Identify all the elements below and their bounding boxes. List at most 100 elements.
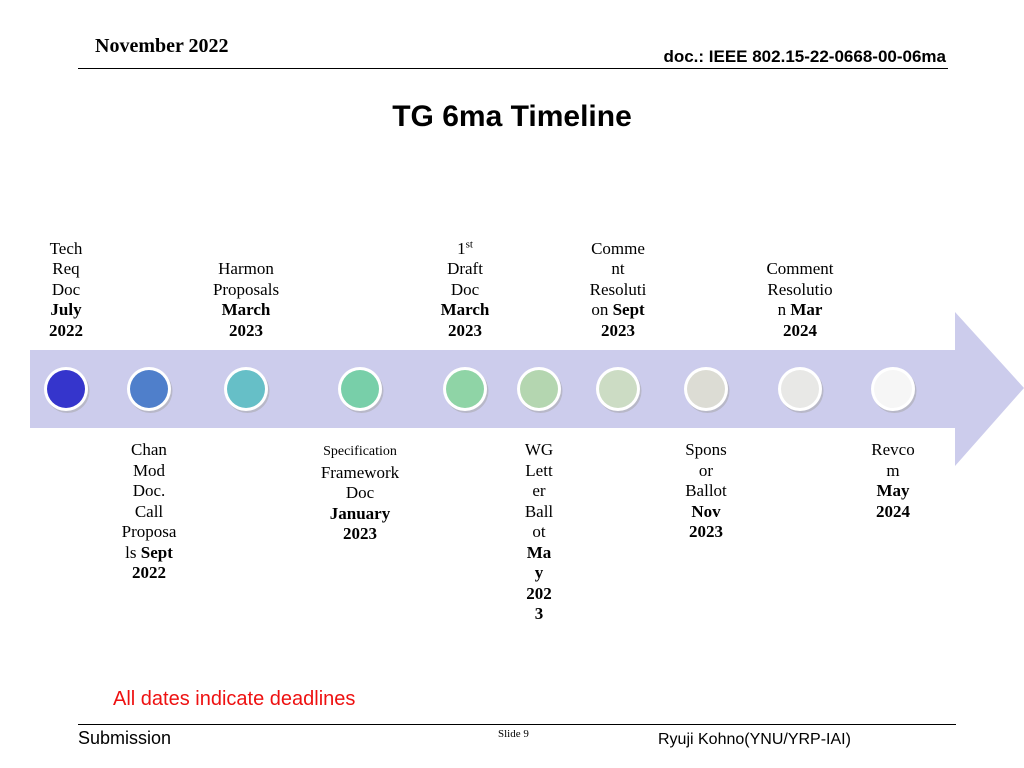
milestone-line: Draft <box>447 259 483 278</box>
milestone-line: Doc <box>345 483 375 502</box>
milestone-date-line: January <box>305 504 415 525</box>
milestone-date: 2024 <box>783 320 817 340</box>
milestone-label: Chan Mod Doc. Call Proposa ls Sept 2022 <box>111 440 187 584</box>
footer-slide-number: Slide 9 <box>498 728 529 740</box>
milestone-date-line: July <box>31 300 101 321</box>
milestone-date: 2023 <box>343 524 377 543</box>
milestone-date: Mar <box>790 300 823 319</box>
milestone-dot <box>599 370 637 408</box>
header-doc-id: doc.: IEEE 802.15-22-0668-00-06ma <box>663 47 946 66</box>
milestone-date: January <box>329 503 391 523</box>
milestone-label: Revco m May 2024 <box>863 440 923 522</box>
milestone-date: May <box>876 481 910 500</box>
milestone-line: Mod <box>132 460 166 480</box>
milestone-dot <box>781 370 819 408</box>
milestone-date: 2024 <box>876 501 910 521</box>
deadline-note: All dates indicate deadlines <box>113 688 356 710</box>
milestone-date: Sept <box>140 542 173 562</box>
milestone-date: 2023 <box>601 320 635 340</box>
milestone-line: Harmon <box>218 259 274 278</box>
milestone-label: 1st Draft Doc March 2023 <box>430 237 500 342</box>
milestone-line: Spons <box>685 440 727 459</box>
ordinal-suffix: st <box>465 237 473 250</box>
milestone-date: Nov <box>691 501 721 521</box>
header-divider <box>78 68 948 69</box>
milestone-line: Framework <box>320 462 400 482</box>
milestone-dot <box>341 370 379 408</box>
milestone-line: Resolutio <box>767 279 833 299</box>
milestone-line: Ballot <box>685 481 727 500</box>
milestone-dot <box>47 370 85 408</box>
milestone-date-line: 2023 <box>196 321 296 342</box>
milestone-date: 2022 <box>49 320 83 340</box>
header-date: November 2022 <box>95 35 229 57</box>
milestone-label: Harmon Proposals March 2023 <box>196 259 296 341</box>
milestone-line: nt <box>611 259 625 278</box>
milestone-line: ot <box>532 522 546 541</box>
milestone-line: Lett <box>525 460 553 480</box>
milestone-date-line: Ma <box>516 543 562 564</box>
milestone-date: 2023 <box>448 320 482 340</box>
milestone-date: March <box>221 300 271 319</box>
footer-author: Ryuji Kohno(YNU/YRP-IAI) <box>658 731 851 748</box>
milestone-date-line: May <box>863 481 923 502</box>
milestone-label: Specification Framework Doc January 2023 <box>305 442 415 545</box>
ordinal-number: 1 <box>457 238 466 258</box>
milestone-line: or <box>698 460 714 480</box>
milestone-date: 3 <box>534 604 544 623</box>
milestone-date: 2023 <box>689 522 723 541</box>
milestone-label: WG Lett er Ball ot Ma y 202 3 <box>516 440 562 625</box>
milestone-date-line: 2023 <box>305 524 415 545</box>
milestone-line-text: n <box>777 300 787 319</box>
milestone-date-line: 2022 <box>111 563 187 584</box>
milestone-date: 2022 <box>132 563 166 582</box>
milestone-dot <box>520 370 558 408</box>
milestone-date-line: March <box>430 300 500 321</box>
milestone-line: Comme <box>591 238 645 258</box>
timeline-dots <box>44 367 917 413</box>
milestone-line-text: ls <box>125 542 137 562</box>
milestone-ordinal: 1st <box>430 237 500 260</box>
milestone-date: Sept <box>612 300 645 319</box>
milestone-date-line: 2023 <box>578 321 658 342</box>
milestone-label: Comment Resolutio n Mar 2024 <box>750 259 850 341</box>
milestone-date: Ma <box>526 542 552 562</box>
milestone-line: ls Sept <box>111 543 187 564</box>
milestone-date-line: March <box>196 300 296 321</box>
milestone-date-line: 2023 <box>430 321 500 342</box>
milestone-date: 202 <box>526 583 552 603</box>
milestone-dot <box>446 370 484 408</box>
milestone-date: y <box>534 563 544 582</box>
milestone-dot <box>687 370 725 408</box>
milestone-line: Ball <box>524 501 554 521</box>
milestone-date-line: 202 <box>516 584 562 605</box>
milestone-line: er <box>532 481 546 500</box>
milestone-date-line: 3 <box>516 604 562 625</box>
milestone-date-line: y <box>516 563 562 584</box>
milestone-date: March <box>440 300 490 319</box>
milestone-date-line: Nov <box>674 502 738 523</box>
milestone-line: n Mar <box>750 300 850 321</box>
milestone-date: July <box>50 300 82 319</box>
milestone-date-line: 2024 <box>863 502 923 523</box>
milestone-dot <box>130 370 168 408</box>
footer-divider <box>78 724 956 725</box>
milestone-line: Tech <box>49 238 83 258</box>
milestone-line: Chan <box>131 440 167 459</box>
milestone-date-line: 2023 <box>674 522 738 543</box>
milestone-date: 2023 <box>229 320 263 340</box>
milestone-line: Call <box>134 501 164 521</box>
slide-title: TG 6ma Timeline <box>392 100 632 133</box>
milestone-line: on Sept <box>578 300 658 321</box>
milestone-line: Proposals <box>212 279 280 299</box>
milestone-dot <box>874 370 912 408</box>
milestone-line: Proposa <box>121 522 177 541</box>
milestone-line: Req <box>52 259 80 278</box>
milestone-line: Doc <box>450 279 480 299</box>
footer-submission: Submission <box>78 728 172 748</box>
milestone-date-line: 2022 <box>31 321 101 342</box>
milestone-date-line: 2024 <box>750 321 850 342</box>
milestone-line: Comment <box>766 259 834 278</box>
milestone-label: Comme nt Resoluti on Sept 2023 <box>578 239 658 342</box>
